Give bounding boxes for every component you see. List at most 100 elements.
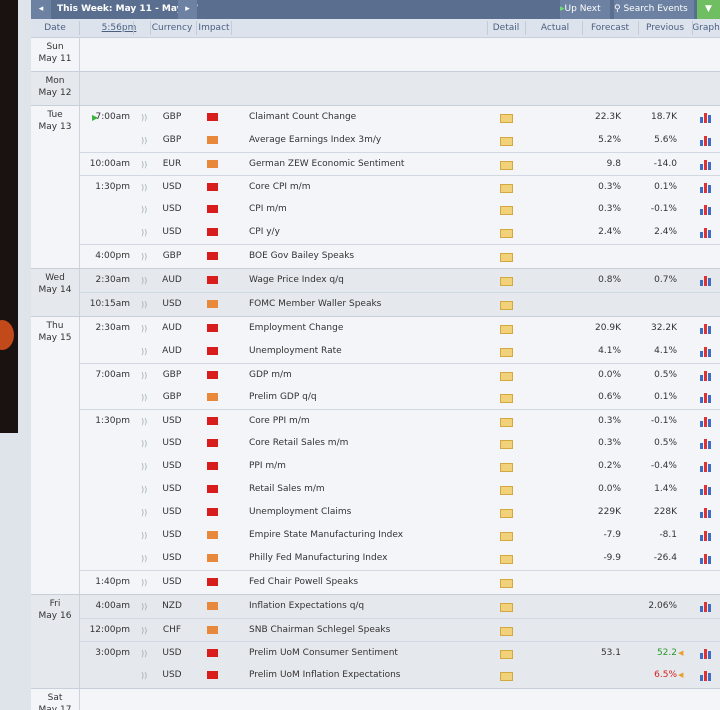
detail-icon[interactable] bbox=[500, 325, 513, 334]
event-time: 12:00pm bbox=[89, 625, 130, 635]
filter-button[interactable]: ▼ bbox=[697, 0, 720, 19]
graph-icon[interactable] bbox=[700, 530, 712, 541]
graph-icon[interactable] bbox=[700, 553, 712, 564]
graph-icon[interactable] bbox=[700, 670, 712, 681]
graph-icon[interactable] bbox=[700, 416, 712, 427]
graph-icon[interactable] bbox=[700, 648, 712, 659]
graph-icon[interactable] bbox=[700, 135, 712, 146]
event-row: 2:30am)) AUD Employment Change 20.9K 32.2K bbox=[80, 317, 720, 340]
event-forecast: 0.3% bbox=[598, 416, 621, 426]
detail-icon[interactable] bbox=[500, 627, 513, 636]
graph-icon[interactable] bbox=[700, 507, 712, 518]
graph-icon[interactable] bbox=[700, 204, 712, 215]
event-currency: AUD bbox=[162, 323, 182, 333]
event-previous: 2.06% bbox=[648, 601, 677, 611]
graph-icon[interactable] bbox=[700, 370, 712, 381]
event-title: Core PPI m/m bbox=[249, 416, 310, 426]
header-graph: Graph bbox=[692, 23, 720, 33]
graph-icon[interactable] bbox=[700, 484, 712, 495]
detail-icon[interactable] bbox=[500, 440, 513, 449]
event-title: CPI y/y bbox=[249, 227, 280, 237]
detail-icon[interactable] bbox=[500, 137, 513, 146]
prev-week-button[interactable]: ◂ bbox=[31, 0, 51, 19]
detail-icon[interactable] bbox=[500, 672, 513, 681]
detail-icon[interactable] bbox=[500, 532, 513, 541]
impact-icon bbox=[207, 602, 218, 610]
revision-arrow: ◀ bbox=[678, 649, 684, 657]
impact-icon bbox=[207, 136, 218, 144]
detail-icon[interactable] bbox=[500, 253, 513, 262]
detail-icon[interactable] bbox=[500, 418, 513, 427]
sound-icon: )) bbox=[141, 602, 148, 611]
detail-icon[interactable] bbox=[500, 229, 513, 238]
event-previous: 1.4% bbox=[654, 484, 677, 494]
day-group: Mon May 12 bbox=[31, 71, 720, 106]
impact-icon bbox=[207, 462, 218, 470]
day-date: May 14 bbox=[38, 285, 72, 295]
graph-bar bbox=[700, 535, 703, 541]
graph-bar bbox=[700, 466, 703, 472]
day-group: Wed May 14 2:30am)) AUD Wage Price Index q/q… bbox=[31, 268, 720, 317]
detail-icon[interactable] bbox=[500, 463, 513, 472]
event-currency: USD bbox=[162, 553, 182, 563]
detail-icon[interactable] bbox=[500, 184, 513, 193]
graph-bar bbox=[704, 508, 707, 518]
detail-icon[interactable] bbox=[500, 394, 513, 403]
event-time: 2:30am bbox=[95, 275, 131, 285]
event-forecast: 0.0% bbox=[598, 484, 621, 494]
detail-icon[interactable] bbox=[500, 277, 513, 286]
graph-icon[interactable] bbox=[700, 601, 712, 612]
event-row: )) USD Empire State Manufacturing Index -7.… bbox=[80, 524, 720, 547]
impact-icon bbox=[207, 228, 218, 236]
graph-icon[interactable] bbox=[700, 323, 712, 334]
graph-bar bbox=[700, 351, 703, 357]
graph-bar bbox=[708, 278, 711, 286]
graph-bar bbox=[708, 673, 711, 681]
header-row: Date 5:56pm Currency Impact Detail Actual Fore… bbox=[31, 19, 720, 38]
graph-bar bbox=[708, 185, 711, 193]
event-row: )) GBP Average Earnings Index 3m/y 5.2% 5.6% bbox=[80, 129, 720, 152]
graph-bar bbox=[708, 604, 711, 612]
graph-icon[interactable] bbox=[700, 346, 712, 357]
event-forecast: 0.2% bbox=[598, 461, 621, 471]
detail-icon[interactable] bbox=[500, 509, 513, 518]
next-week-button[interactable]: ▸ bbox=[178, 0, 197, 19]
graph-icon[interactable] bbox=[700, 461, 712, 472]
event-currency: USD bbox=[162, 484, 182, 494]
detail-icon[interactable] bbox=[500, 114, 513, 123]
event-title: CPI m/m bbox=[249, 204, 287, 214]
detail-icon[interactable] bbox=[500, 555, 513, 564]
header-divider bbox=[196, 21, 197, 35]
graph-bar bbox=[704, 485, 707, 495]
event-currency: GBP bbox=[162, 370, 182, 380]
search-button[interactable]: ⚲ Search Events bbox=[614, 0, 694, 19]
graph-icon[interactable] bbox=[700, 392, 712, 403]
graph-bar bbox=[708, 419, 711, 427]
event-row: 2:30am)) AUD Wage Price Index q/q 0.8% 0.7% bbox=[80, 269, 720, 292]
graph-icon[interactable] bbox=[700, 182, 712, 193]
detail-icon[interactable] bbox=[500, 603, 513, 612]
graph-icon[interactable] bbox=[700, 159, 712, 170]
graph-bar bbox=[708, 533, 711, 541]
graph-icon[interactable] bbox=[700, 227, 712, 238]
detail-icon[interactable] bbox=[500, 206, 513, 215]
event-currency: USD bbox=[162, 416, 182, 426]
detail-icon[interactable] bbox=[500, 650, 513, 659]
graph-bar bbox=[700, 280, 703, 286]
detail-icon[interactable] bbox=[500, 579, 513, 588]
detail-icon[interactable] bbox=[500, 161, 513, 170]
graph-icon[interactable] bbox=[700, 438, 712, 449]
detail-icon[interactable] bbox=[500, 348, 513, 357]
event-row: )) USD Core Retail Sales m/m 0.3% 0.5% bbox=[80, 432, 720, 455]
sound-icon: )) bbox=[141, 554, 148, 563]
detail-icon[interactable] bbox=[500, 301, 513, 310]
detail-icon[interactable] bbox=[500, 372, 513, 381]
event-row: 10:15am)) USD FOMC Member Waller Speaks bbox=[80, 292, 720, 315]
detail-icon[interactable] bbox=[500, 486, 513, 495]
graph-icon[interactable] bbox=[700, 112, 712, 123]
graph-icon[interactable] bbox=[700, 275, 712, 286]
event-previous: 0.7% bbox=[654, 275, 677, 285]
up-next-button[interactable]: ▸Up Next bbox=[560, 0, 610, 19]
event-time: 2:30am bbox=[95, 323, 131, 333]
day-group: Thu May 15 2:30am)) AUD Employment Change 20.… bbox=[31, 316, 720, 595]
